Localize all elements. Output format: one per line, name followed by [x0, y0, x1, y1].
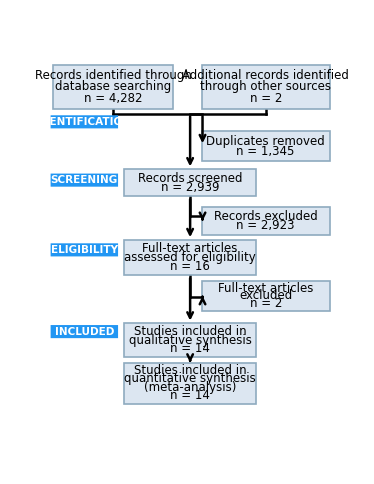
- FancyBboxPatch shape: [202, 207, 329, 235]
- Text: n = 1,345: n = 1,345: [236, 145, 295, 158]
- Text: through other sources: through other sources: [200, 80, 331, 93]
- Text: n = 2,939: n = 2,939: [161, 181, 220, 194]
- Text: IDENTIFICATION: IDENTIFICATION: [37, 117, 131, 127]
- Text: Studies included in: Studies included in: [134, 325, 246, 338]
- Text: SCREENING: SCREENING: [51, 175, 118, 185]
- Text: n = 2,923: n = 2,923: [236, 219, 295, 232]
- Text: n = 14: n = 14: [170, 389, 210, 402]
- FancyBboxPatch shape: [50, 243, 118, 257]
- Text: excluded: excluded: [239, 289, 292, 302]
- FancyBboxPatch shape: [202, 65, 329, 109]
- Text: n = 16: n = 16: [170, 260, 210, 273]
- FancyBboxPatch shape: [202, 131, 329, 161]
- Text: assessed for eligibility: assessed for eligibility: [124, 251, 256, 264]
- Text: Records screened: Records screened: [138, 172, 242, 185]
- FancyBboxPatch shape: [124, 323, 256, 357]
- FancyBboxPatch shape: [50, 174, 118, 187]
- Text: n = 2: n = 2: [249, 91, 282, 105]
- Text: Records excluded: Records excluded: [214, 210, 318, 223]
- FancyBboxPatch shape: [50, 325, 118, 338]
- FancyBboxPatch shape: [124, 240, 256, 275]
- FancyBboxPatch shape: [124, 169, 256, 197]
- Text: Full-text articles: Full-text articles: [218, 282, 313, 295]
- Text: Duplicates removed: Duplicates removed: [206, 135, 325, 148]
- Text: database searching: database searching: [55, 80, 171, 93]
- Text: Records identified through: Records identified through: [34, 69, 191, 82]
- Text: INCLUDED: INCLUDED: [55, 327, 114, 336]
- Text: Studies included in: Studies included in: [134, 364, 246, 378]
- Text: (meta-analysis): (meta-analysis): [144, 381, 236, 393]
- Text: Full-text articles: Full-text articles: [142, 242, 238, 256]
- FancyBboxPatch shape: [124, 363, 256, 404]
- FancyBboxPatch shape: [50, 115, 118, 128]
- Text: quantitative synthesis: quantitative synthesis: [124, 373, 256, 385]
- Text: Additional records identified: Additional records identified: [182, 69, 349, 82]
- Text: n = 4,282: n = 4,282: [84, 91, 142, 105]
- FancyBboxPatch shape: [53, 65, 173, 109]
- Text: ELIGIBILITY: ELIGIBILITY: [51, 245, 118, 255]
- FancyBboxPatch shape: [202, 281, 329, 311]
- Text: n = 2: n = 2: [249, 297, 282, 310]
- Text: n = 14: n = 14: [170, 342, 210, 355]
- Text: qualitative synthesis: qualitative synthesis: [129, 334, 252, 347]
